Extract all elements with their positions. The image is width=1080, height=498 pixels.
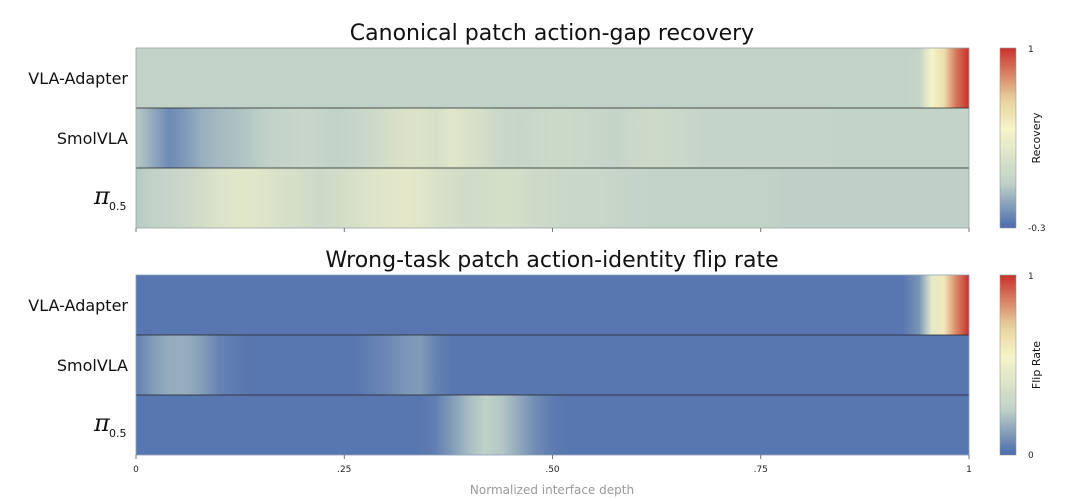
- row-label: π: [93, 409, 111, 437]
- x-tick-label: 0: [133, 465, 139, 475]
- row-label: SmolVLA: [57, 129, 128, 148]
- panel-title: Canonical patch action-gap recovery: [350, 21, 754, 46]
- x-tick-label: .25: [337, 465, 351, 475]
- row-label-subscript: 0.5: [109, 427, 127, 440]
- row-label-subscript: 0.5: [109, 200, 127, 213]
- colorbar-flip-rate: 1 0 Flip Rate: [999, 272, 1043, 461]
- x-tick-label: .75: [754, 465, 768, 475]
- panel-recovery: Canonical patch action-gap recovery VLA-…: [28, 21, 1045, 234]
- heatmap-row-1: [136, 275, 969, 335]
- heatmap-row-2: [136, 108, 969, 168]
- colorbar-gradient: [999, 47, 1017, 229]
- colorbar-label: Recovery: [1030, 112, 1043, 163]
- colorbar-min-label: -0.3: [1028, 224, 1046, 234]
- heatmap-row-1: [136, 48, 969, 108]
- colorbar-gradient: [999, 274, 1017, 456]
- colorbar-label: Flip Rate: [1030, 341, 1043, 389]
- colorbar-recovery: 1 -0.3 Recovery: [999, 45, 1046, 234]
- colorbar-min-label: 0: [1028, 451, 1034, 461]
- panel-flip-rate: Wrong-task patch action-identity flip ra…: [28, 248, 1043, 461]
- x-axis: 0 .25 .50 .75 1: [133, 228, 972, 475]
- colorbar-max-label: 1: [1028, 45, 1034, 55]
- row-label: VLA-Adapter: [28, 296, 128, 315]
- row-label: π: [93, 182, 111, 210]
- heatmap-row-3: [136, 168, 969, 228]
- x-tick-label: 1: [966, 465, 972, 475]
- heatmap-row-3: [136, 395, 969, 455]
- row-label: SmolVLA: [57, 356, 128, 375]
- colorbar-max-label: 1: [1028, 272, 1034, 282]
- row-label: VLA-Adapter: [28, 69, 128, 88]
- panel-title: Wrong-task patch action-identity flip ra…: [325, 248, 778, 273]
- x-axis-label: Normalized interface depth: [470, 483, 634, 497]
- x-tick-label: .50: [545, 465, 560, 475]
- heatmap-row-2: [136, 335, 969, 395]
